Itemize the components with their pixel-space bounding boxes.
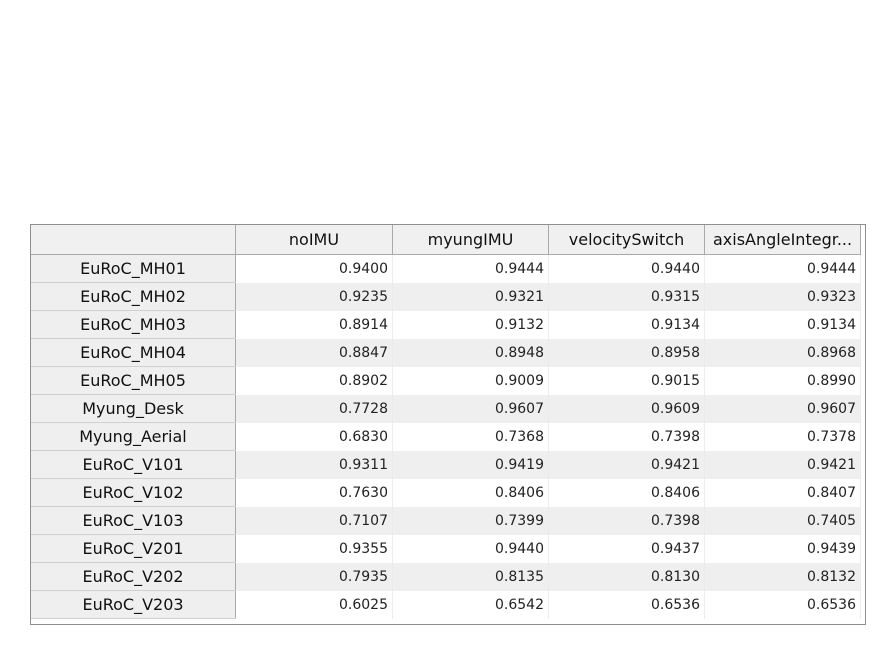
table-cell[interactable]: 0.8406 [393, 479, 549, 507]
table-cell[interactable]: 0.9419 [393, 451, 549, 479]
table-cell[interactable]: 0.9321 [393, 283, 549, 311]
table-cell[interactable]: 0.7378 [705, 423, 861, 451]
row-header[interactable]: EuRoC_MH04 [31, 339, 236, 367]
table-cell[interactable]: 0.8990 [705, 367, 861, 395]
row-header[interactable]: EuRoC_MH02 [31, 283, 236, 311]
column-header[interactable]: noIMU [236, 225, 393, 255]
table-cell[interactable]: 0.7405 [705, 507, 861, 535]
table-cell[interactable]: 0.9607 [705, 395, 861, 423]
table-cell[interactable]: 0.9132 [393, 311, 549, 339]
table-cell[interactable]: 0.8407 [705, 479, 861, 507]
table-cell[interactable]: 0.9439 [705, 535, 861, 563]
table-cell[interactable]: 0.8406 [549, 479, 705, 507]
table-cell[interactable]: 0.7728 [236, 395, 393, 423]
table-cell[interactable]: 0.6542 [393, 591, 549, 619]
row-header[interactable]: EuRoC_V201 [31, 535, 236, 563]
column-header[interactable]: myungIMU [393, 225, 549, 255]
table-cell[interactable]: 0.9421 [705, 451, 861, 479]
table-cell[interactable]: 0.9235 [236, 283, 393, 311]
table-cell[interactable]: 0.7398 [549, 423, 705, 451]
table-cell[interactable]: 0.7630 [236, 479, 393, 507]
table-cell[interactable]: 0.9355 [236, 535, 393, 563]
table-cell[interactable]: 0.8847 [236, 339, 393, 367]
table-cell[interactable]: 0.7399 [393, 507, 549, 535]
row-header[interactable]: EuRoC_V203 [31, 591, 236, 619]
row-header[interactable]: Myung_Desk [31, 395, 236, 423]
table-corner-header [31, 225, 236, 255]
table-cell[interactable]: 0.8902 [236, 367, 393, 395]
row-header[interactable]: EuRoC_MH03 [31, 311, 236, 339]
table-cell[interactable]: 0.8135 [393, 563, 549, 591]
table-grid: noIMU myungIMU velocitySwitch axisAngleInte… [31, 225, 861, 619]
table-cell[interactable]: 0.9444 [393, 255, 549, 283]
table-cell[interactable]: 0.9437 [549, 535, 705, 563]
table-cell[interactable]: 0.9421 [549, 451, 705, 479]
table-cell[interactable]: 0.6536 [549, 591, 705, 619]
table-cell[interactable]: 0.9134 [549, 311, 705, 339]
table-cell[interactable]: 0.9440 [549, 255, 705, 283]
table-cell[interactable]: 0.9015 [549, 367, 705, 395]
table-cell[interactable]: 0.7107 [236, 507, 393, 535]
table-cell[interactable]: 0.9607 [393, 395, 549, 423]
row-header[interactable]: EuRoC_MH05 [31, 367, 236, 395]
results-table: noIMU myungIMU velocitySwitch axisAngleInte… [30, 224, 866, 625]
row-header[interactable]: EuRoC_V101 [31, 451, 236, 479]
table-cell[interactable]: 0.8948 [393, 339, 549, 367]
table-cell[interactable]: 0.9134 [705, 311, 861, 339]
column-header[interactable]: axisAngleIntegr... [705, 225, 861, 255]
table-cell[interactable]: 0.6025 [236, 591, 393, 619]
table-cell[interactable]: 0.9323 [705, 283, 861, 311]
table-cell[interactable]: 0.8968 [705, 339, 861, 367]
row-header[interactable]: EuRoC_MH01 [31, 255, 236, 283]
row-header[interactable]: Myung_Aerial [31, 423, 236, 451]
row-header[interactable]: EuRoC_V102 [31, 479, 236, 507]
table-cell[interactable]: 0.8958 [549, 339, 705, 367]
table-cell[interactable]: 0.8132 [705, 563, 861, 591]
table-cell[interactable]: 0.9444 [705, 255, 861, 283]
table-cell[interactable]: 0.7935 [236, 563, 393, 591]
table-cell[interactable]: 0.8130 [549, 563, 705, 591]
table-cell[interactable]: 0.9009 [393, 367, 549, 395]
table-cell[interactable]: 0.9400 [236, 255, 393, 283]
table-cell[interactable]: 0.9609 [549, 395, 705, 423]
table-cell[interactable]: 0.7398 [549, 507, 705, 535]
table-cell[interactable]: 0.6536 [705, 591, 861, 619]
table-cell[interactable]: 0.9315 [549, 283, 705, 311]
row-header[interactable]: EuRoC_V103 [31, 507, 236, 535]
table-cell[interactable]: 0.9440 [393, 535, 549, 563]
table-cell[interactable]: 0.8914 [236, 311, 393, 339]
column-header[interactable]: velocitySwitch [549, 225, 705, 255]
table-cell[interactable]: 0.6830 [236, 423, 393, 451]
table-cell[interactable]: 0.7368 [393, 423, 549, 451]
table-cell[interactable]: 0.9311 [236, 451, 393, 479]
row-header[interactable]: EuRoC_V202 [31, 563, 236, 591]
